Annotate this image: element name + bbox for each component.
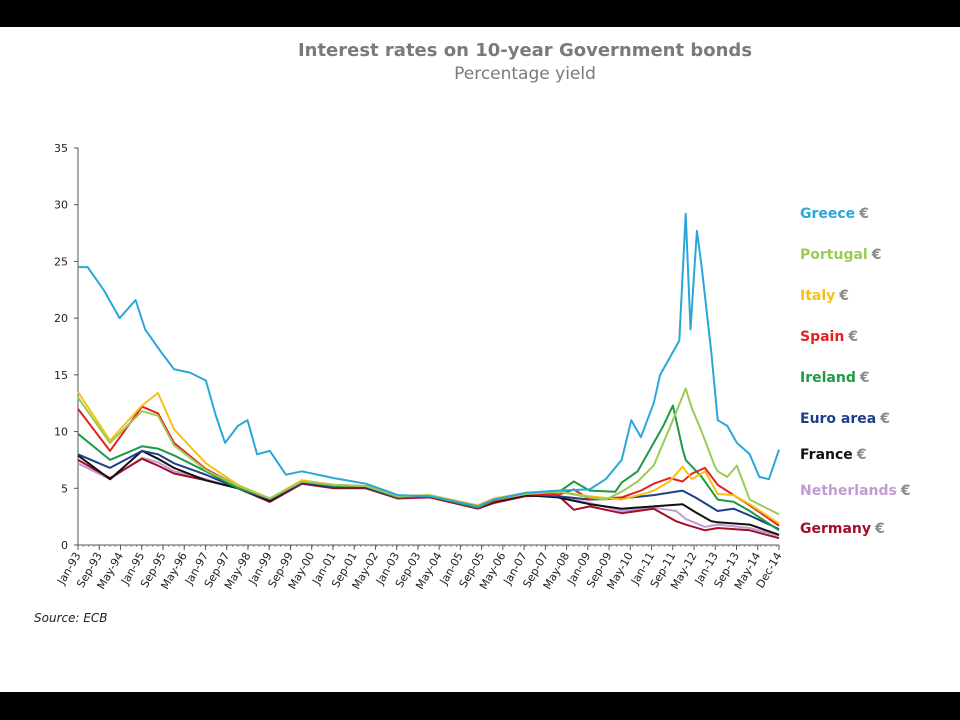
chart-title: Interest rates on 10-year Government bon… [297, 40, 753, 61]
euro-icon: € [871, 247, 882, 263]
series-line-germany [77, 457, 780, 540]
legend-label: Greece [800, 206, 856, 222]
euro-icon: € [875, 521, 885, 537]
legend-item-ireland: Ireland € [800, 370, 870, 386]
legend-item-germany: Germany € [800, 521, 885, 537]
legend-label: Germany [800, 521, 872, 537]
source-note: Source: ECB [34, 611, 108, 625]
legend-label: Italy [800, 288, 836, 304]
y-tick-label: 35 [54, 142, 68, 155]
series-line-greece [78, 212, 780, 508]
legend-item-italy: Italy € [800, 288, 849, 304]
euro-icon: € [848, 329, 859, 345]
euro-icon: € [900, 483, 911, 499]
series-line-italy [77, 391, 780, 525]
euro-icon: € [880, 411, 890, 427]
euro-icon: € [839, 288, 850, 304]
y-tick-label: 15 [54, 369, 68, 382]
legend-label: Portugal [800, 247, 868, 263]
legend-label: Spain [800, 329, 845, 345]
legend-label: Ireland [800, 370, 856, 386]
slide-canvas [0, 27, 960, 692]
y-tick-label: 25 [54, 255, 68, 268]
y-tick-label: 20 [54, 312, 68, 325]
legend-label: Euro area [800, 411, 877, 427]
chart-subtitle: Percentage yield [454, 64, 596, 84]
euro-icon: € [856, 447, 867, 463]
legend-item-netherlands: Netherlands € [800, 483, 911, 499]
euro-icon: € [859, 370, 870, 386]
legend-label: France [800, 447, 853, 463]
legend-item-euro-area: Euro area € [800, 411, 890, 427]
legend-item-spain: Spain € [800, 329, 858, 345]
series-line-euro-area [77, 449, 780, 531]
legend-item-france: France € [800, 447, 867, 463]
y-tick-label: 10 [54, 426, 68, 439]
y-tick-label: 30 [54, 199, 68, 212]
legend-item-portugal: Portugal € [800, 247, 881, 263]
y-tick-label: 0 [61, 539, 68, 552]
legend-label: Netherlands [800, 483, 897, 499]
y-tick-label: 5 [61, 482, 68, 495]
euro-icon: € [859, 206, 869, 222]
legend-item-greece: Greece € [800, 206, 869, 222]
series-line-portugal [77, 387, 780, 516]
